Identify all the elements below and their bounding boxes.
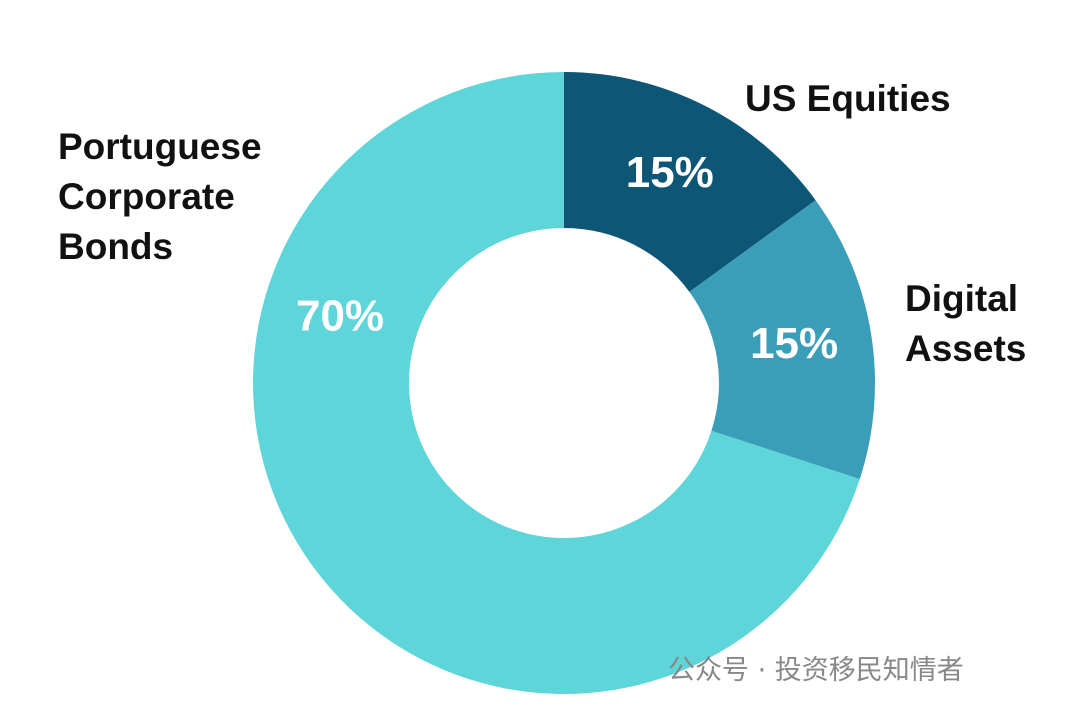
donut-slice — [689, 200, 875, 480]
donut-slice — [564, 72, 816, 292]
value-label: 70% — [296, 291, 384, 340]
category-label: US Equities — [745, 78, 951, 119]
watermark: 公众号 · 投资移民知情者 — [668, 655, 964, 686]
value-label: 15% — [626, 148, 714, 197]
category-label: Digital Assets — [905, 278, 1027, 369]
value-label: 15% — [750, 319, 838, 368]
donut-slice — [252, 72, 860, 695]
category-label: Portuguese Corporate Bonds — [58, 126, 262, 267]
